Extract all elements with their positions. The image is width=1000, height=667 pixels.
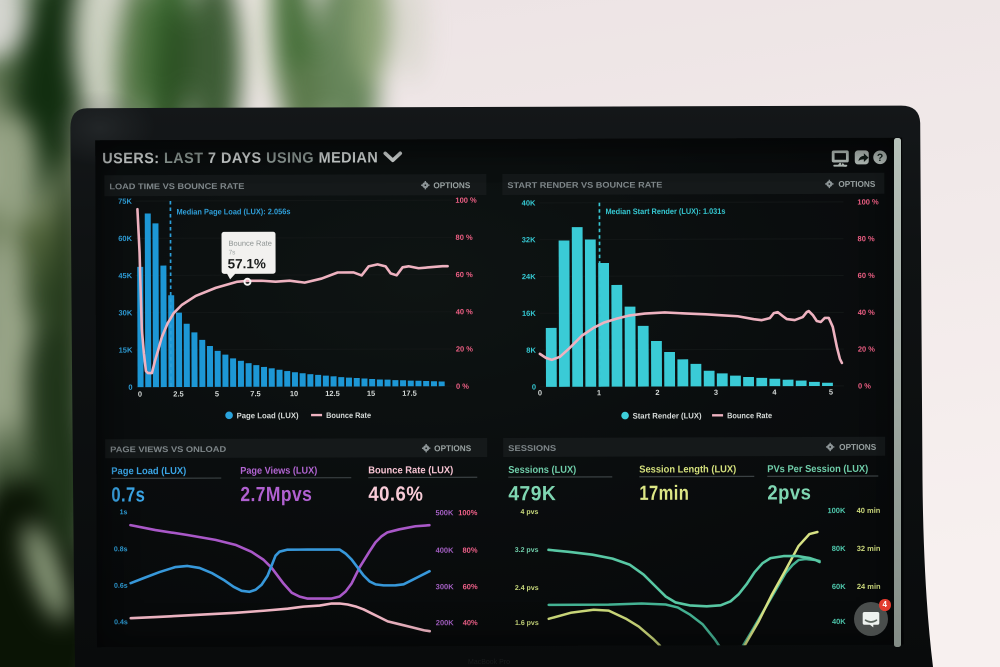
svg-text:479K: 479K <box>508 482 556 505</box>
svg-text:MacBook Pro: MacBook Pro <box>468 659 510 666</box>
svg-text:60K: 60K <box>118 234 132 243</box>
svg-text:40.6%: 40.6% <box>368 483 423 506</box>
svg-text:Bounce Rate: Bounce Rate <box>229 239 272 248</box>
svg-text:4 pvs: 4 pvs <box>520 509 538 516</box>
svg-text:0.4s: 0.4s <box>114 619 128 626</box>
svg-text:5: 5 <box>215 389 219 398</box>
svg-text:45K: 45K <box>118 271 132 280</box>
svg-text:0.8s: 0.8s <box>114 546 128 553</box>
svg-text:400K: 400K <box>436 546 455 555</box>
svg-text:Bounce Rate: Bounce Rate <box>326 411 372 420</box>
svg-text:40K: 40K <box>832 617 846 626</box>
svg-text:60 %: 60 % <box>858 271 875 280</box>
svg-text:40K: 40K <box>522 198 536 207</box>
svg-text:100 %: 100 % <box>857 197 879 206</box>
svg-text:LOAD TIME VS BOUNCE RATE: LOAD TIME VS BOUNCE RATE <box>109 182 245 191</box>
svg-text:2.5: 2.5 <box>173 389 183 398</box>
svg-text:0.6s: 0.6s <box>114 583 128 590</box>
svg-text:Start Render (LUX): Start Render (LUX) <box>633 411 702 420</box>
svg-text:7s: 7s <box>229 249 237 256</box>
svg-text:0: 0 <box>128 383 132 392</box>
svg-text:0: 0 <box>538 388 542 397</box>
svg-text:OPTIONS: OPTIONS <box>839 442 876 452</box>
svg-text:Page Views (LUX): Page Views (LUX) <box>240 466 317 477</box>
svg-text:Median Start Render (LUX): 1.0: Median Start Render (LUX): 1.031s <box>605 207 726 216</box>
svg-text:60 %: 60 % <box>456 270 473 279</box>
svg-text:0: 0 <box>532 382 536 391</box>
svg-text:3.2 pvs: 3.2 pvs <box>515 547 539 554</box>
svg-text:10: 10 <box>290 389 298 398</box>
svg-text:OPTIONS: OPTIONS <box>434 443 471 453</box>
svg-text:4: 4 <box>772 388 777 397</box>
svg-text:8K: 8K <box>526 346 536 355</box>
svg-text:40 %: 40 % <box>456 307 473 316</box>
svg-text:15: 15 <box>367 389 375 398</box>
svg-text:17.5: 17.5 <box>402 389 417 398</box>
svg-text:17min: 17min <box>639 482 689 505</box>
svg-text:Sessions (LUX): Sessions (LUX) <box>508 465 576 476</box>
svg-text:57.1%: 57.1% <box>228 256 266 271</box>
svg-text:40%: 40% <box>463 618 478 627</box>
svg-text:0 %: 0 % <box>456 382 469 391</box>
svg-text:75K: 75K <box>118 197 132 206</box>
svg-text:1.6 pvs: 1.6 pvs <box>515 620 539 627</box>
svg-text:0: 0 <box>138 390 142 399</box>
svg-text:START RENDER VS BOUNCE RATE: START RENDER VS BOUNCE RATE <box>507 180 663 189</box>
svg-text:USERS: LAST 7 DAYS USING MEDIA: USERS: LAST 7 DAYS USING MEDIAN <box>102 149 378 167</box>
svg-text:Bounce Rate: Bounce Rate <box>727 411 773 420</box>
svg-text:200K: 200K <box>436 618 455 627</box>
svg-text:1: 1 <box>597 388 601 397</box>
svg-text:20 %: 20 % <box>858 345 875 354</box>
svg-text:500K: 500K <box>435 508 454 517</box>
svg-text:OPTIONS: OPTIONS <box>433 180 470 190</box>
svg-text:100%: 100% <box>458 508 478 517</box>
svg-text:SESSIONS: SESSIONS <box>508 444 557 453</box>
svg-text:?: ? <box>877 152 883 164</box>
svg-text:15K: 15K <box>119 346 133 355</box>
svg-text:40 %: 40 % <box>858 308 875 317</box>
svg-text:20 %: 20 % <box>456 344 473 353</box>
svg-text:30K: 30K <box>118 308 132 317</box>
svg-text:300K: 300K <box>436 582 455 591</box>
svg-text:Page Load (LUX): Page Load (LUX) <box>237 411 299 420</box>
svg-text:80 %: 80 % <box>858 234 875 243</box>
svg-text:2: 2 <box>655 388 659 397</box>
svg-text:Page Load (LUX): Page Load (LUX) <box>111 466 186 477</box>
svg-text:Session Length (LUX): Session Length (LUX) <box>639 464 736 475</box>
svg-text:1s: 1s <box>120 509 128 516</box>
svg-text:2.7Mpvs: 2.7Mpvs <box>240 483 312 506</box>
svg-text:PAGE VIEWS VS ONLOAD: PAGE VIEWS VS ONLOAD <box>110 445 226 454</box>
svg-text:60%: 60% <box>463 582 478 591</box>
svg-text:0 %: 0 % <box>858 381 871 390</box>
svg-text:5: 5 <box>829 387 833 396</box>
svg-text:40 min: 40 min <box>857 506 881 515</box>
svg-text:16K: 16K <box>522 309 536 318</box>
svg-text:60K: 60K <box>832 582 846 591</box>
svg-text:80%: 80% <box>462 546 477 555</box>
svg-text:80K: 80K <box>832 544 846 553</box>
svg-text:0.7s: 0.7s <box>111 483 145 506</box>
svg-text:7.5: 7.5 <box>250 389 260 398</box>
svg-text:2pvs: 2pvs <box>767 481 811 504</box>
svg-text:24 min: 24 min <box>857 582 881 591</box>
svg-text:80 %: 80 % <box>455 233 472 242</box>
svg-text:32K: 32K <box>522 235 536 244</box>
svg-text:OPTIONS: OPTIONS <box>838 179 875 189</box>
svg-text:32 min: 32 min <box>857 544 881 553</box>
svg-text:2.4 pvs: 2.4 pvs <box>515 585 539 592</box>
svg-text:100 %: 100 % <box>455 196 477 205</box>
svg-text:Median Page Load (LUX): 2.056s: Median Page Load (LUX): 2.056s <box>176 207 291 216</box>
svg-text:12.5: 12.5 <box>325 389 340 398</box>
svg-text:3: 3 <box>714 388 718 397</box>
svg-text:24K: 24K <box>522 272 536 281</box>
svg-text:PVs Per Session (LUX): PVs Per Session (LUX) <box>767 464 868 475</box>
svg-text:100K: 100K <box>827 506 846 515</box>
svg-text:Bounce Rate (LUX): Bounce Rate (LUX) <box>368 465 453 476</box>
